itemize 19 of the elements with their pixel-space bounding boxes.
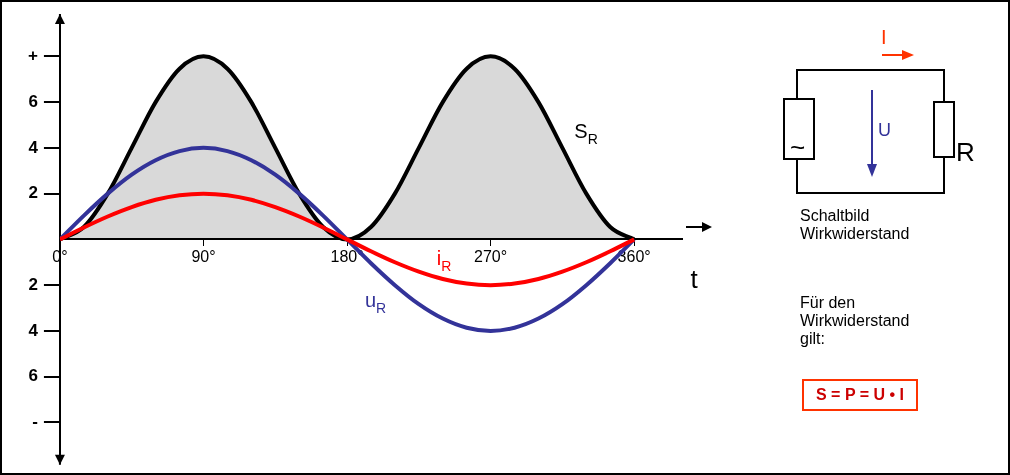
- y-tick-label: 2: [28, 183, 38, 203]
- text: ~: [790, 132, 806, 163]
- text: U: [878, 120, 891, 141]
- y-tick-label: 6: [28, 91, 38, 111]
- text: Schaltbild Wirkwiderstand: [800, 207, 910, 243]
- y-tick-label: -: [32, 412, 38, 432]
- x-tick-label: 270°: [474, 248, 508, 266]
- x-tick-label: 90°: [191, 248, 216, 266]
- text: Für den Wirkwiderstand gilt:: [800, 294, 910, 348]
- y-tick-label: 2: [28, 274, 38, 294]
- text: S = P = U • I: [802, 379, 919, 411]
- x-axis-title: t: [690, 263, 699, 294]
- y-tick-label: 6: [28, 366, 38, 386]
- x-tick-label: 360°: [617, 248, 651, 266]
- text: R: [956, 137, 975, 168]
- y-tick-label: +: [27, 46, 38, 66]
- text: I: [881, 26, 887, 49]
- y-tick-label: 4: [28, 320, 39, 340]
- y-tick-label: 4: [28, 137, 39, 157]
